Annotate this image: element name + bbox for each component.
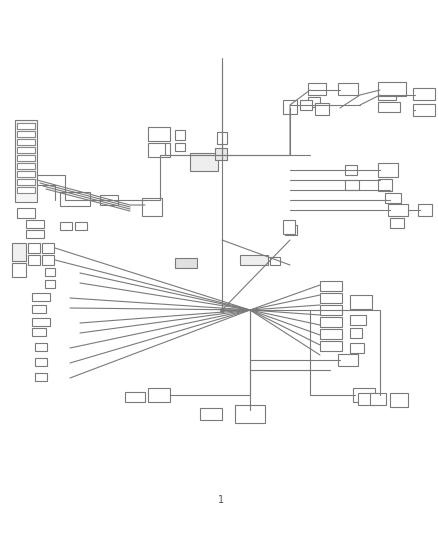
Bar	[378, 88, 396, 100]
Bar	[42, 243, 54, 253]
Bar	[175, 258, 197, 268]
Bar	[385, 193, 401, 203]
Bar	[283, 100, 297, 114]
Bar	[32, 318, 50, 326]
Bar	[26, 230, 44, 238]
Bar	[75, 222, 87, 230]
Bar	[413, 104, 435, 116]
Bar	[42, 255, 54, 265]
Bar	[17, 123, 35, 129]
Bar	[175, 130, 185, 140]
Bar	[12, 243, 26, 261]
Bar	[413, 88, 435, 100]
Bar	[418, 204, 432, 216]
Bar	[350, 328, 362, 338]
Bar	[148, 143, 170, 157]
Bar	[200, 408, 222, 420]
Bar	[35, 358, 47, 366]
Bar	[17, 187, 35, 193]
Bar	[100, 195, 118, 205]
Bar	[315, 103, 329, 115]
Bar	[390, 393, 408, 407]
Bar	[320, 329, 342, 339]
Bar	[17, 139, 35, 145]
Bar	[35, 343, 47, 351]
Bar	[378, 102, 400, 112]
Bar	[350, 315, 366, 325]
Bar	[17, 179, 35, 185]
Bar	[28, 243, 40, 253]
Bar	[17, 131, 35, 137]
Bar	[388, 204, 408, 216]
Bar	[148, 127, 170, 141]
Bar	[308, 97, 320, 107]
Bar	[345, 180, 359, 190]
Bar	[358, 393, 376, 405]
Bar	[148, 388, 170, 402]
Bar	[175, 143, 185, 151]
Bar	[235, 405, 265, 423]
Bar	[283, 220, 295, 234]
Bar	[350, 343, 364, 353]
Bar	[32, 305, 46, 313]
Bar	[60, 222, 72, 230]
Bar	[270, 257, 280, 265]
Bar	[17, 155, 35, 161]
Bar	[217, 132, 227, 144]
Bar	[32, 328, 46, 336]
Bar	[350, 295, 372, 309]
Bar	[338, 83, 358, 95]
Bar	[370, 393, 386, 405]
Bar	[378, 163, 398, 177]
Bar	[26, 220, 44, 228]
Bar	[45, 280, 55, 288]
Bar	[15, 120, 37, 202]
Bar	[17, 208, 35, 218]
Bar	[17, 147, 35, 153]
Bar	[190, 153, 218, 171]
Bar	[308, 83, 326, 95]
Bar	[215, 148, 227, 160]
Bar	[142, 198, 162, 216]
Bar	[320, 293, 342, 303]
Bar	[320, 281, 342, 291]
Bar	[378, 82, 406, 96]
Bar	[320, 305, 342, 315]
Bar	[28, 255, 40, 265]
Bar	[17, 163, 35, 169]
Bar	[285, 225, 297, 235]
Bar	[320, 317, 342, 327]
Bar	[125, 392, 145, 402]
Bar	[320, 341, 342, 351]
Bar	[390, 218, 404, 228]
Text: 1: 1	[218, 495, 224, 505]
Bar	[32, 293, 50, 301]
Bar	[300, 100, 312, 110]
Bar	[45, 268, 55, 276]
Bar	[17, 171, 35, 177]
Bar	[353, 388, 375, 402]
Bar	[60, 192, 90, 206]
Bar	[378, 179, 392, 191]
Bar	[345, 165, 357, 175]
Bar	[35, 373, 47, 381]
Bar	[338, 354, 358, 366]
Bar	[240, 255, 268, 265]
Bar	[12, 263, 26, 277]
Bar	[390, 205, 402, 215]
